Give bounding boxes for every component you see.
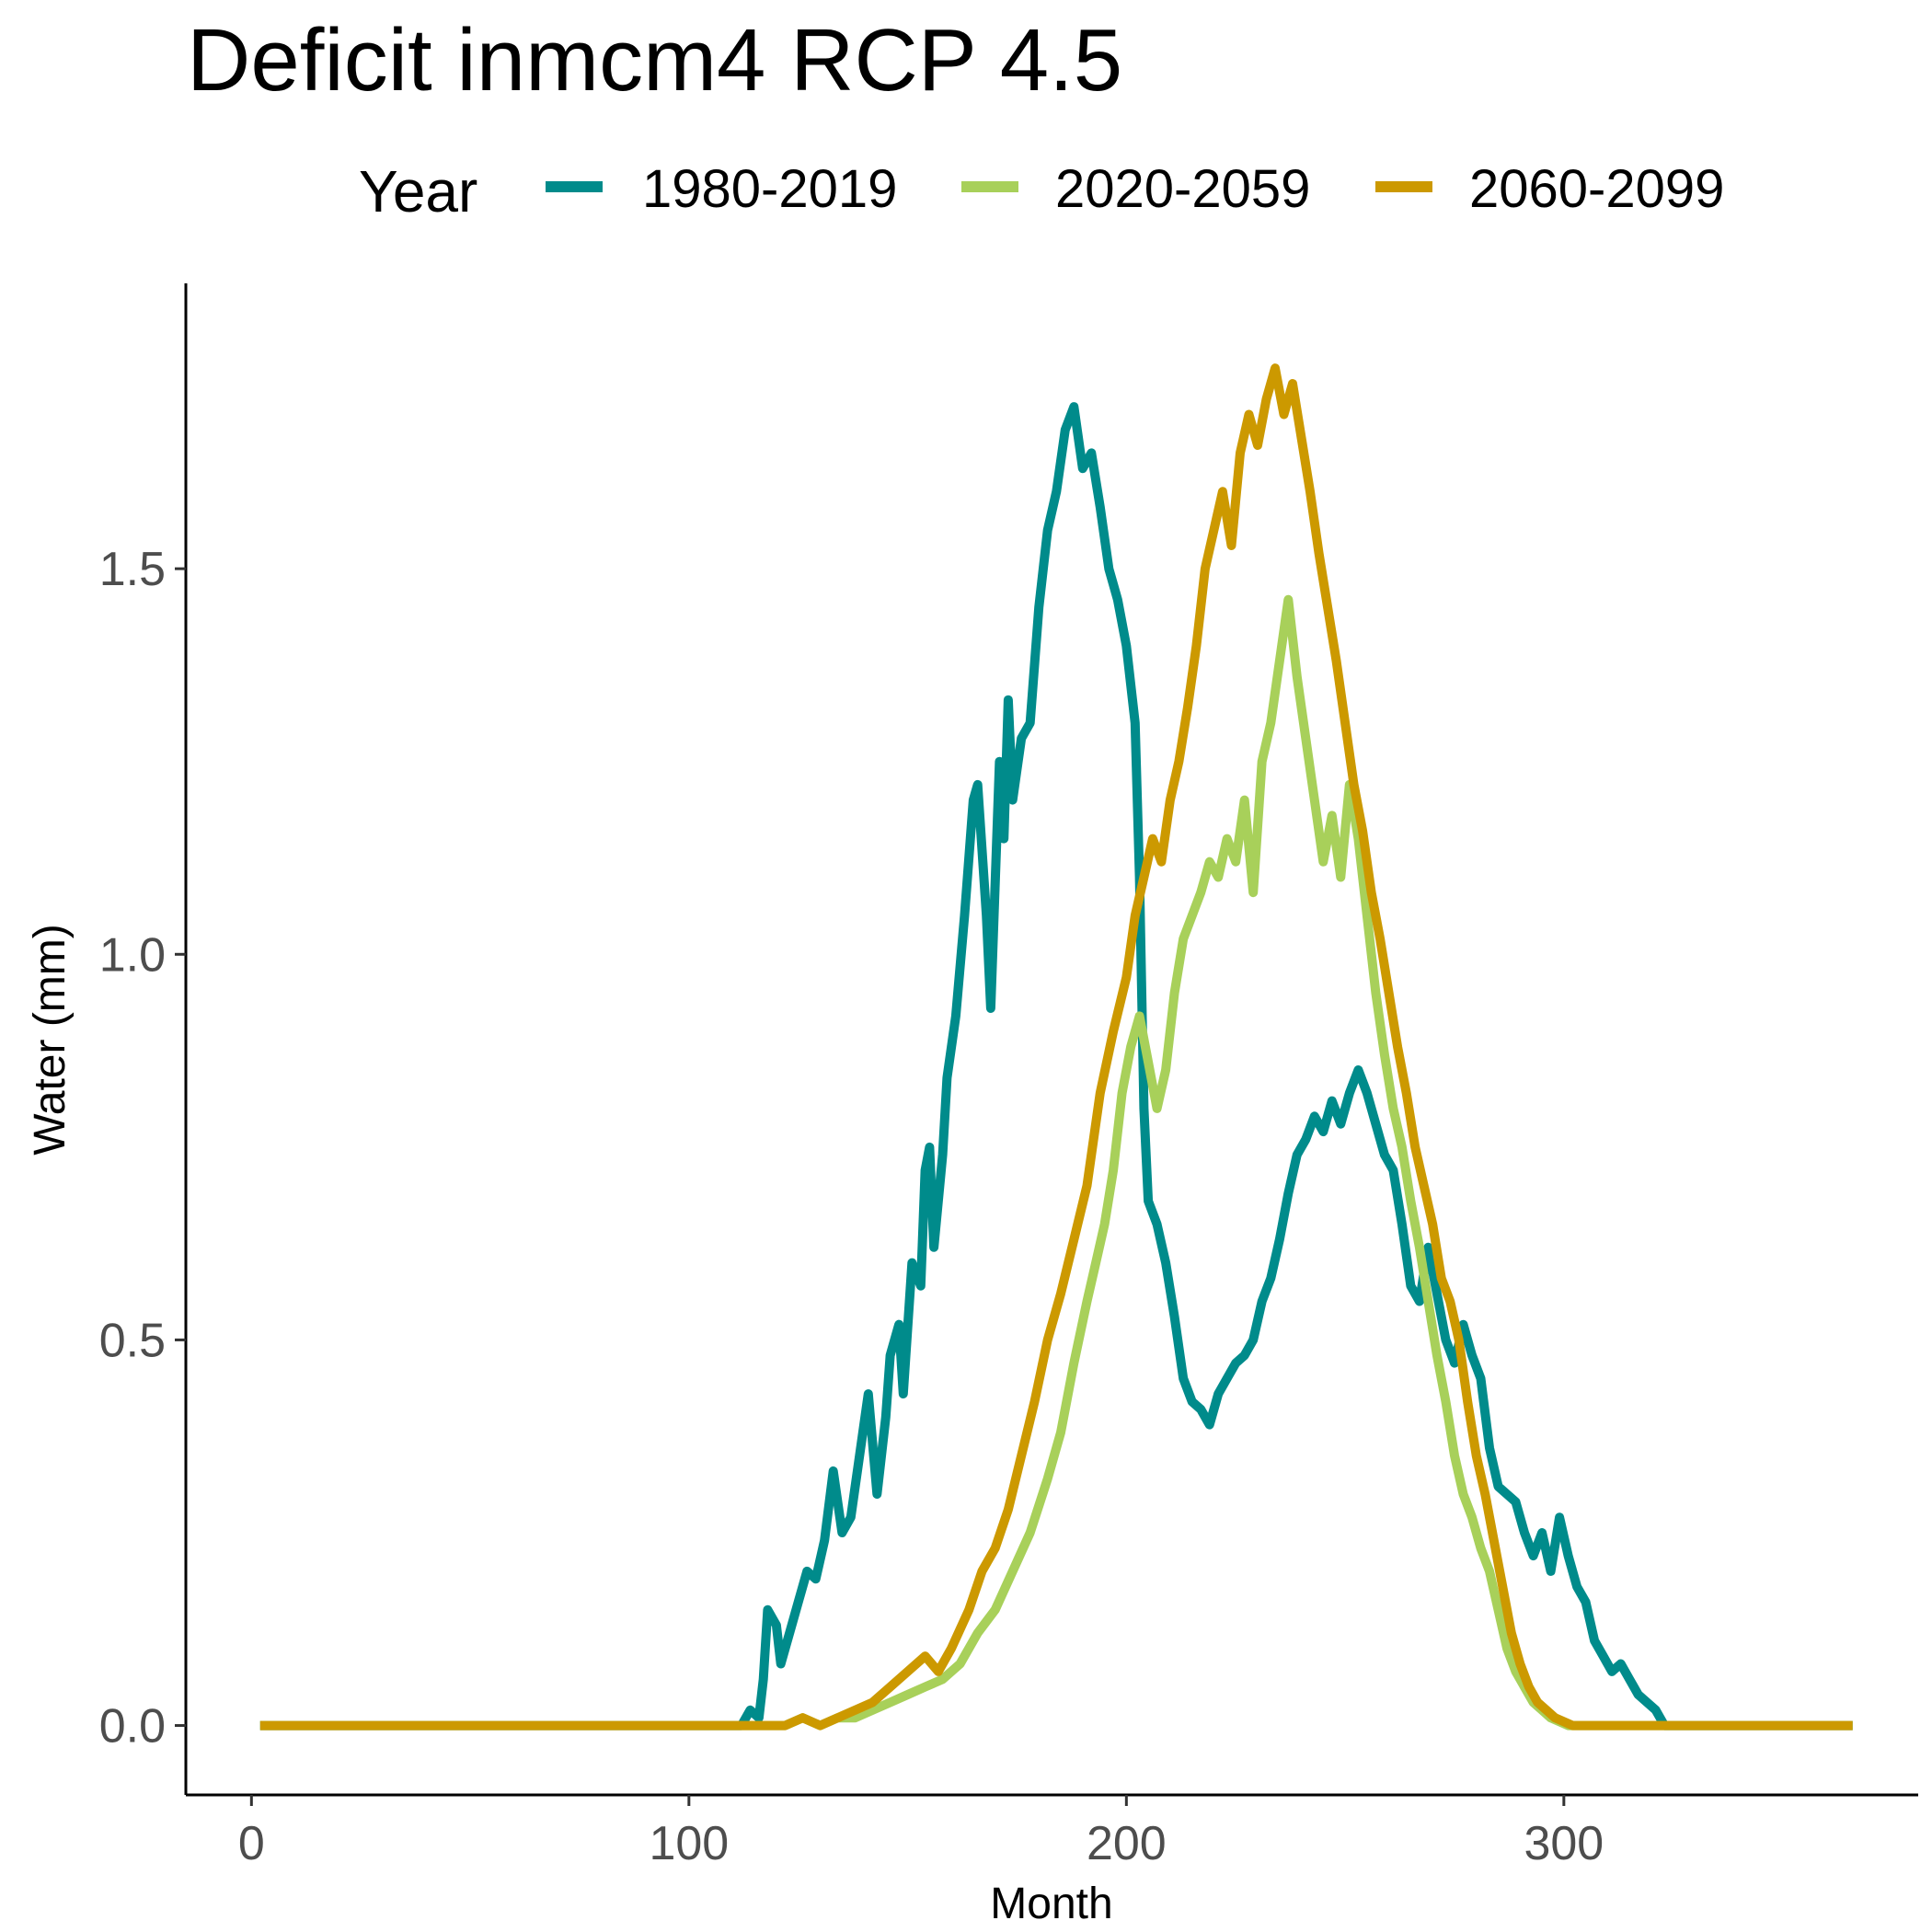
series-line-2020-2059 (259, 594, 1853, 1731)
legend-title: Year (359, 158, 477, 224)
y-axis-ticks: 0.0 0.5 1.0 1.5 (99, 543, 186, 1754)
y-tick-label: 0.0 (99, 1700, 166, 1754)
x-tick-label: 0 (238, 1817, 265, 1870)
chart-title: Deficit inmcm4 RCP 4.5 (187, 11, 1122, 109)
y-tick-label: 1.0 (99, 928, 166, 982)
legend-label-2060-2099: 2060-2099 (1469, 159, 1724, 219)
series-lines (259, 363, 1853, 1731)
series-line-1980-2019 (259, 402, 1853, 1731)
x-axis-title: Month (990, 1880, 1112, 1928)
series-line-2060-2099 (259, 363, 1853, 1731)
legend-label-1980-2019: 1980-2019 (642, 159, 897, 219)
x-tick-label: 300 (1524, 1817, 1604, 1870)
legend: Year 1980-2019 2020-2059 2060-2099 (359, 158, 1724, 224)
y-tick-label: 1.5 (99, 543, 166, 596)
x-axis-ticks: 0 100 200 300 (238, 1795, 1604, 1870)
x-tick-label: 200 (1087, 1817, 1167, 1870)
y-axis-title: Water (mm) (26, 924, 75, 1156)
y-tick-label: 0.5 (99, 1314, 166, 1367)
x-tick-label: 100 (649, 1817, 729, 1870)
legend-label-2020-2059: 2020-2059 (1055, 159, 1310, 219)
